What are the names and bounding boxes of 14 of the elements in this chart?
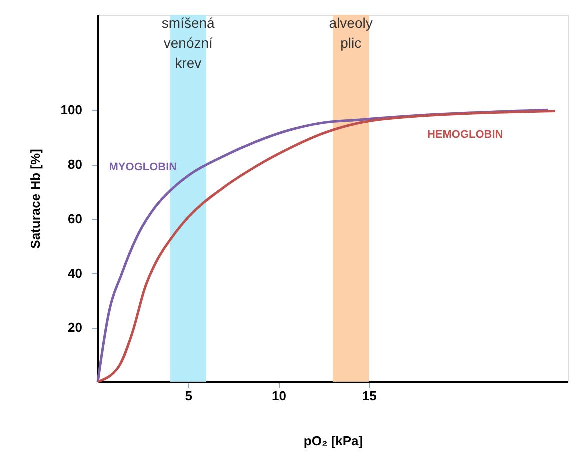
series-label: MYOGLOBIN: [109, 161, 178, 174]
y-tick-label: 100: [60, 102, 82, 118]
series-label: HEMOGLOBIN: [427, 129, 504, 142]
x-tick-label: 5: [185, 388, 192, 404]
x-tick-label: 15: [362, 388, 377, 404]
band-label: alveoly plic: [329, 15, 373, 51]
y-tick-label: 40: [68, 266, 82, 281]
band-label: smíšená venózní krev: [162, 15, 216, 71]
y-tick-label: 20: [68, 320, 82, 336]
y-tick-label: 80: [68, 157, 82, 172]
x-tick-label: 10: [272, 388, 287, 404]
x-axis-title: pO₂ [kPa]: [304, 434, 364, 448]
y-tick-label: 60: [68, 211, 82, 226]
y-axis-title: Saturace Hb [%]: [28, 149, 43, 249]
